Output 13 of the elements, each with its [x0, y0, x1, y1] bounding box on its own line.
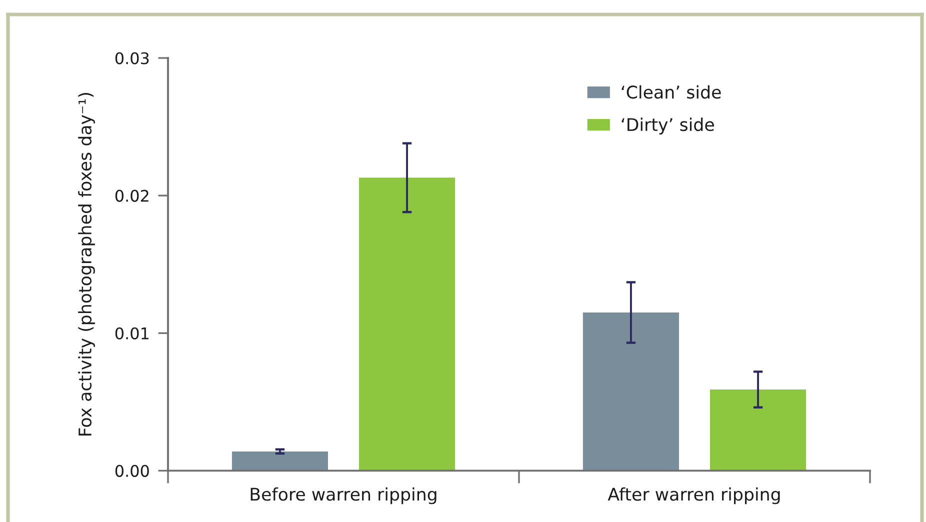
y-tick-label: 0.03 — [115, 52, 149, 64]
x-tick-label: Before warren ripping — [250, 487, 436, 504]
y-tick-label: 0.02 — [115, 190, 148, 202]
x-tick-label: After warren ripping — [608, 487, 780, 504]
bar — [359, 178, 456, 471]
bar — [232, 451, 328, 471]
bar — [710, 390, 806, 471]
legend-label: ‘Clean’ side — [622, 85, 721, 99]
legend-label: ‘Dirty’ side — [622, 118, 714, 134]
y-tick-label: 0.00 — [115, 464, 149, 477]
y-tick-label: 0.01 — [115, 327, 148, 340]
bar — [582, 312, 679, 471]
y-axis-title: Fox activity (photographed foxes day⁻¹) — [78, 93, 95, 436]
